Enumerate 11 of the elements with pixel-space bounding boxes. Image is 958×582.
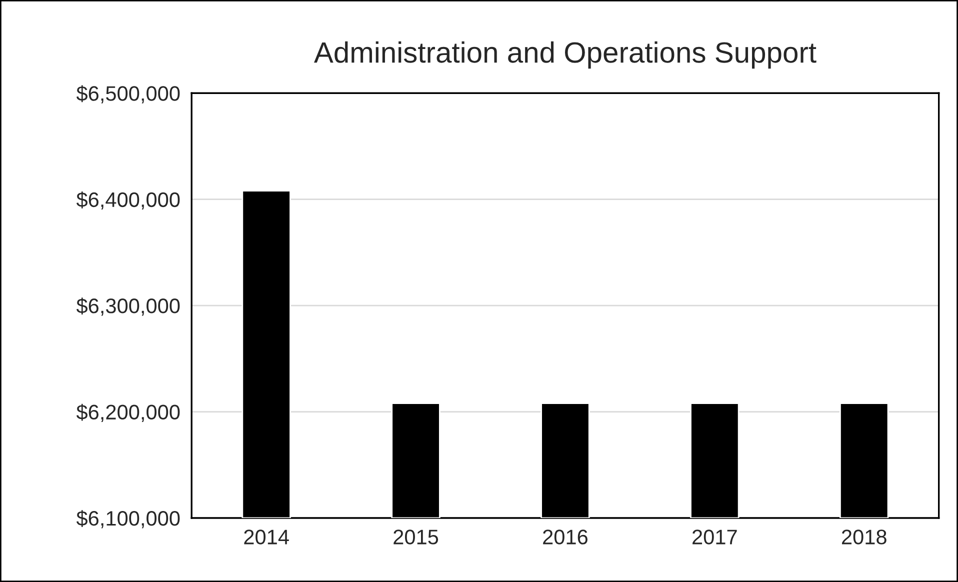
x-tick-label: 2017 xyxy=(692,530,737,544)
y-tick-label: $6,100,000 xyxy=(76,510,180,528)
y-tick-label: $6,300,000 xyxy=(76,298,180,316)
x-tick-label: 2014 xyxy=(244,530,289,544)
y-tick-label: $6,200,000 xyxy=(76,404,180,422)
x-tick-label: 2015 xyxy=(394,530,438,544)
x-tick-label: 2016 xyxy=(543,530,588,544)
x-tick-label: 2018 xyxy=(842,530,886,544)
y-tick-label: $6,400,000 xyxy=(76,191,180,210)
y-tick-label: $6,500,000 xyxy=(76,85,180,104)
chart-title: Administration and Operations Support xyxy=(314,41,816,69)
